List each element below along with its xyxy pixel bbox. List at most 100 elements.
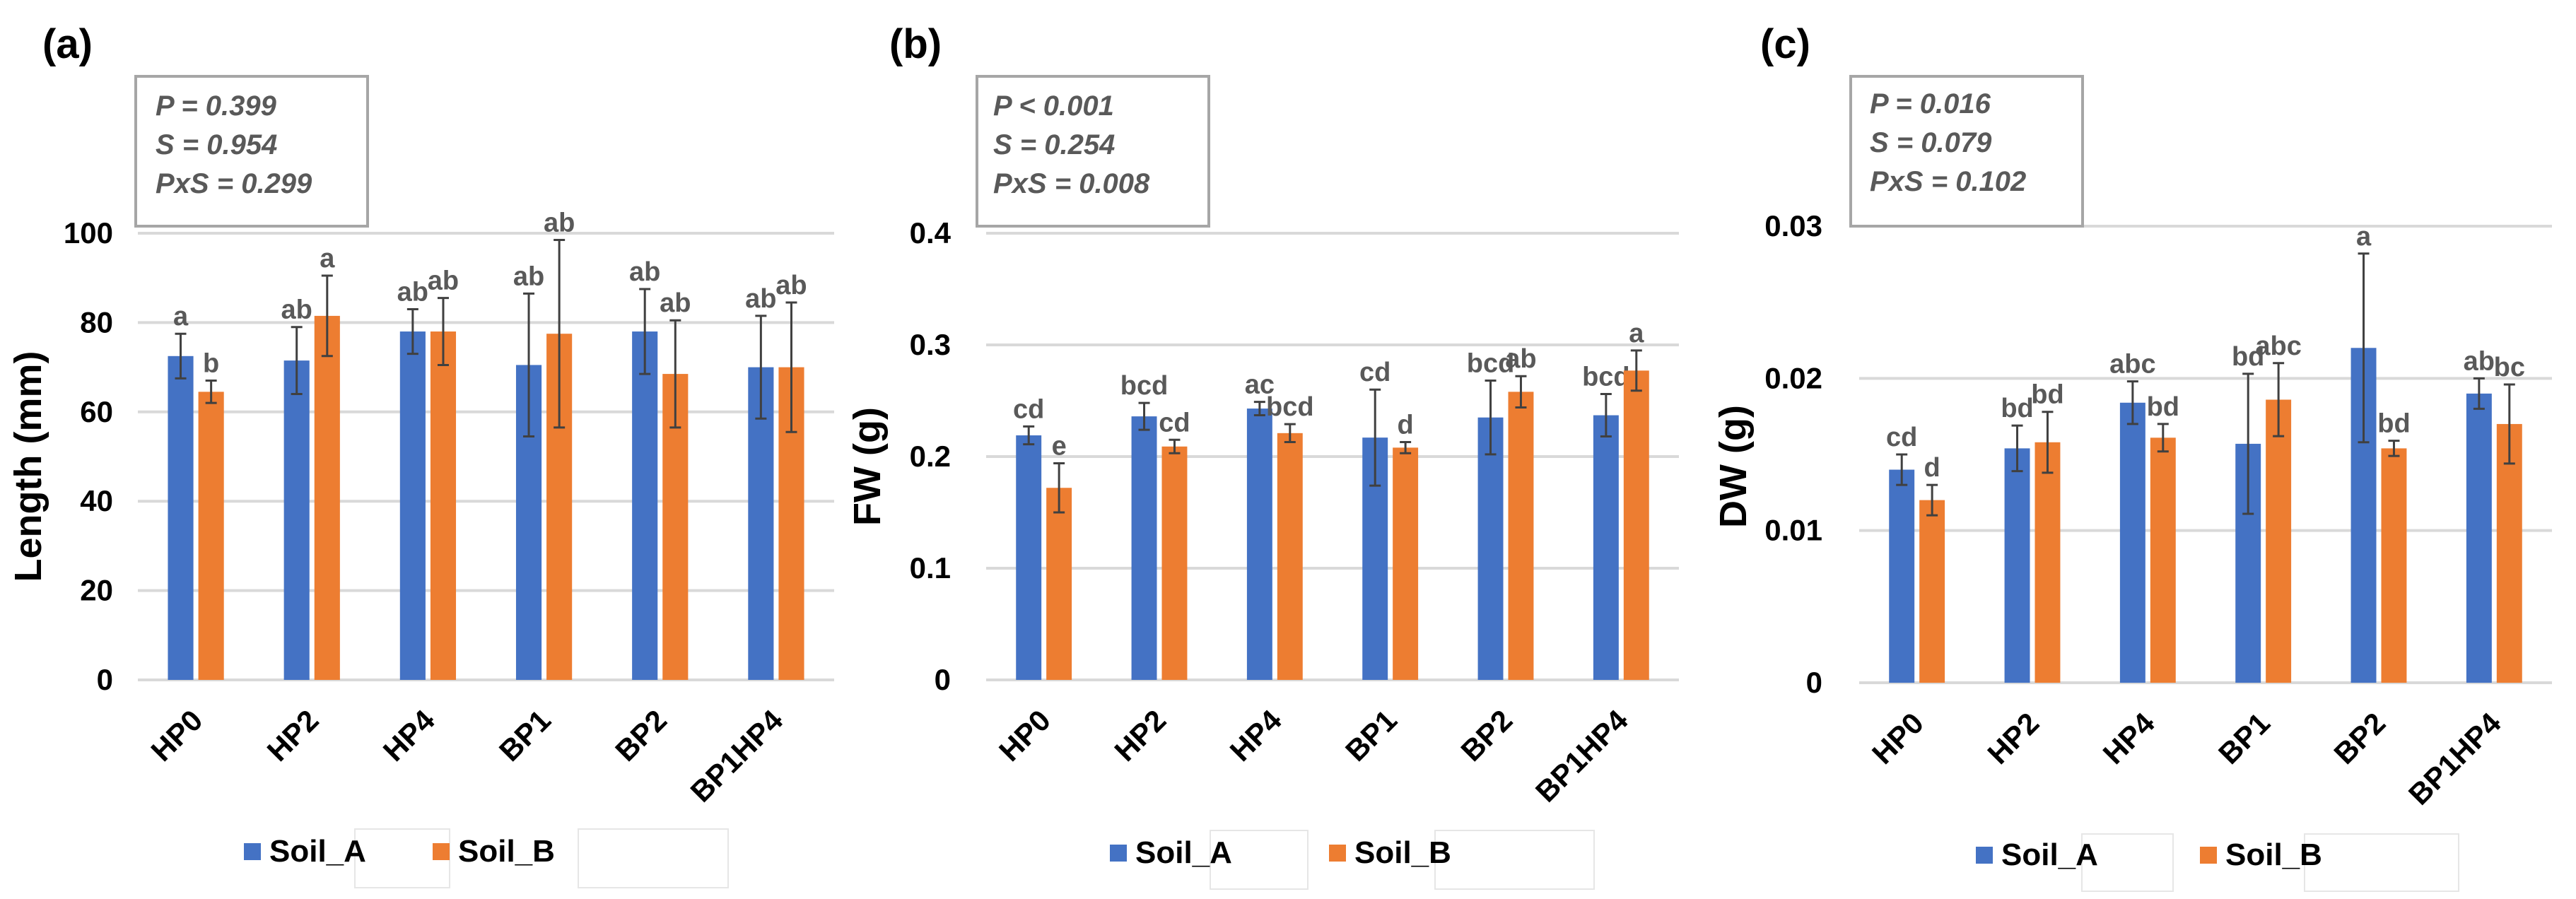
bar [1046,488,1072,680]
bar [2496,423,2522,683]
y-tick-label: 0.4 [910,216,952,249]
significance-letter: bd [2147,392,2179,422]
stats-line: P = 0.399 [156,90,277,122]
y-tick-label: 80 [80,305,113,339]
x-tick-label: BP1 [2212,706,2276,770]
bar [632,331,658,680]
bar [1131,416,1157,680]
significance-letter: bcd [1266,392,1314,422]
bar [2035,442,2061,683]
legend-label: Soil_A [269,834,366,869]
stats-line: S = 0.079 [1870,127,1992,158]
legend-label: Soil_A [1135,835,1232,870]
y-tick-label: 0.1 [910,551,951,584]
bar [2466,393,2492,683]
stats-line: PxS = 0.102 [1870,166,2026,197]
significance-letter: abc [2109,350,2155,380]
legend-frame [578,828,729,888]
bar [198,392,224,680]
x-tick-label: BP1 [1339,703,1403,768]
y-axis-label: FW (g) [846,407,889,526]
stats-box [976,75,1210,228]
legend-label: Soil_B [458,834,555,869]
significance-letter: cd [1359,358,1391,387]
significance-letter: d [1924,453,1940,483]
significance-letter: a [1629,319,1644,348]
bar [314,315,340,680]
significance-letter: ab [629,257,660,287]
significance-letter: cd [1013,394,1044,424]
panel-c: (c) 0 0.01 0.02 0.03 DW (g) P = 0.016 S = 0.079… [1712,21,2552,892]
stats-box [134,75,369,228]
legend-swatch [2200,847,2217,864]
bar [399,331,426,680]
panel-label: (c) [1760,21,1810,67]
stats-line: S = 0.954 [156,129,277,160]
significance-letter: bd [2031,380,2063,410]
significance-letter: ab [281,295,312,325]
bar [1508,392,1534,680]
significance-letter: a [320,244,335,274]
bar [283,360,310,680]
bar [1889,469,1915,683]
bar [2004,448,2030,683]
significance-letter: a [2356,222,2372,252]
bar [1246,409,1272,680]
x-tick-label: HP2 [1108,703,1172,768]
significance-letter: bcd [1467,349,1515,379]
stats-line: PxS = 0.008 [993,168,1150,199]
bar [2381,448,2407,683]
y-tick-label: 0.03 [1764,209,1822,242]
legend-swatch [1329,845,1346,862]
x-tick-label: HP4 [377,703,441,768]
y-axis-label: DW (g) [1712,405,1755,528]
significance-letter: ac [1245,370,1275,400]
y-tick-label: 0.3 [910,328,951,361]
bar [1477,417,1504,680]
significance-letter: bd [2001,394,2033,423]
legend-swatch [1976,847,1993,864]
significance-letter: bd [2232,342,2264,372]
x-tick-label: HP0 [993,703,1057,768]
y-tick-label: 20 [80,574,113,607]
significance-letter: cd [1886,423,1917,452]
x-tick-label: BP2 [2327,706,2391,770]
x-tick-label: BP2 [609,703,673,768]
bar [1623,370,1649,680]
legend-swatch [244,843,261,860]
y-tick-label: 0 [1806,666,1822,699]
legend-label: Soil_B [2225,838,2322,872]
legend-swatch [433,843,450,860]
panel-label: (b) [889,21,942,67]
x-tick-label: BP1HP4 [684,703,790,809]
significance-letter: d [1398,410,1414,440]
stats-line: PxS = 0.299 [156,168,312,199]
y-tick-label: 0 [935,663,951,696]
stats-line: P < 0.001 [993,90,1114,122]
significance-letter: ab [660,288,691,318]
x-tick-label: HP4 [2097,706,2161,770]
bar [1161,446,1188,680]
significance-letter: ab [775,271,807,300]
significance-letter: ab [2464,346,2495,376]
significance-letter: e [1052,431,1067,461]
bar [168,356,194,680]
legend-frame [1210,830,1309,890]
significance-letter: abc [2255,331,2301,361]
bar [2266,399,2292,683]
significance-letter: ab [745,284,776,314]
significance-letter: bd [2377,409,2410,439]
x-tick-label: BP2 [1454,703,1518,768]
bar [1016,435,1042,680]
stats-line: P = 0.016 [1870,88,1991,119]
x-tick-label: HP2 [261,703,325,768]
bar [1593,415,1619,680]
y-axis-label: Length (mm) [7,351,49,582]
significance-letter: ab [397,277,428,307]
bar [1277,433,1303,680]
legend-frame [2081,833,2174,892]
x-tick-label: HP0 [144,703,209,768]
y-tick-label: 0 [97,663,113,696]
panel-b: (b) 0 0.1 0.2 0.3 0.4 FW (g) P < 0.001 S = 0.254… [846,21,1679,890]
legend-label: Soil_B [1354,835,1451,870]
